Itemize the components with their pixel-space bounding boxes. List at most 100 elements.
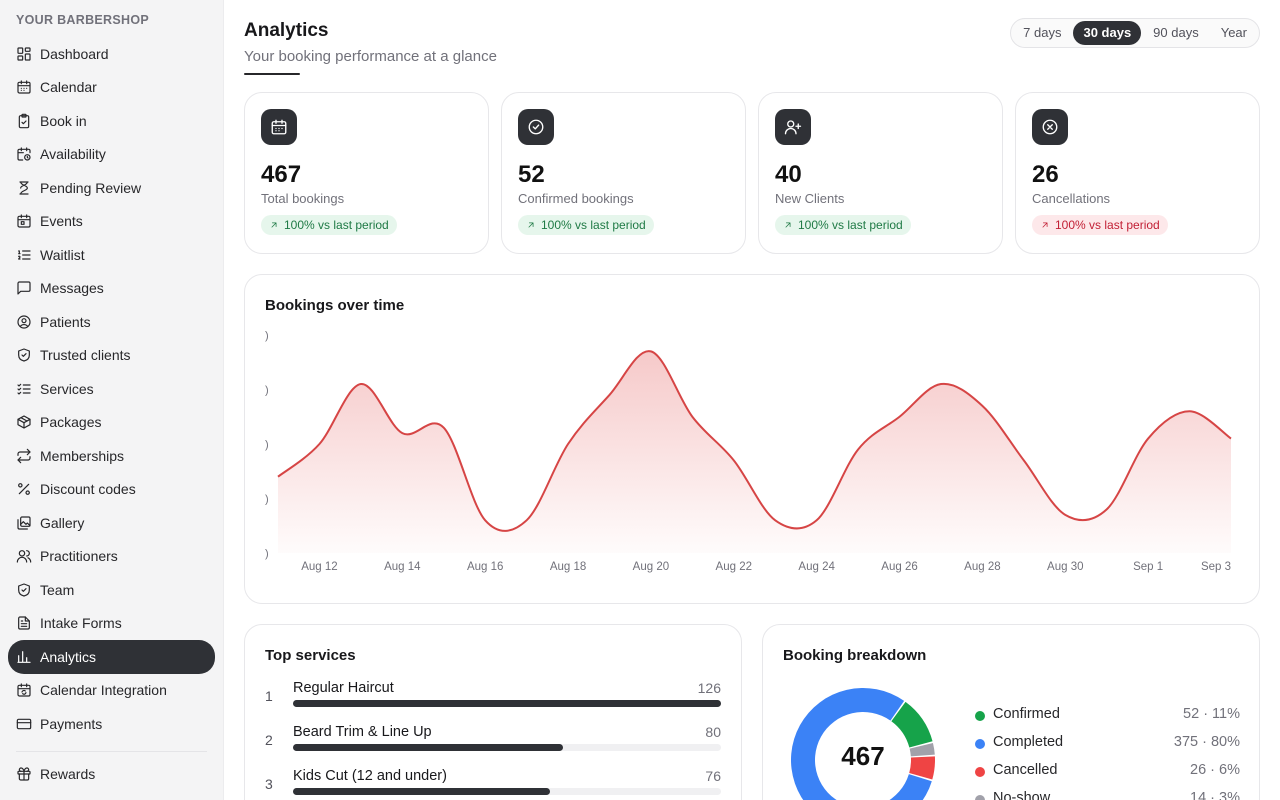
sidebar-item-label: Rewards: [40, 766, 96, 783]
sidebar-item-label: Analytics: [40, 648, 97, 665]
bar-chart-icon: [16, 649, 32, 665]
sidebar-item-book-in[interactable]: Book in: [8, 104, 215, 138]
legend-value: 52 · 11%: [1183, 706, 1240, 722]
sidebar-item-calendar-integration[interactable]: Calendar Integration: [8, 674, 215, 708]
chart-point[interactable]: [1228, 436, 1234, 442]
sidebar-item-discount-codes[interactable]: Discount codes: [8, 473, 215, 507]
trend-badge: 100% vs last period: [261, 215, 397, 235]
chart-point[interactable]: [316, 441, 322, 447]
chart-point[interactable]: [482, 517, 488, 523]
service-bar-track: [293, 788, 721, 795]
sidebar-item-patients[interactable]: Patients: [8, 305, 215, 339]
sidebar-item-team[interactable]: Team: [8, 573, 215, 607]
y-tick-label: ): [265, 494, 269, 506]
title-underline: [244, 73, 300, 75]
sidebar-item-label: Book in: [40, 112, 87, 129]
service-count: 126: [697, 680, 721, 696]
bookings-chart-panel: Bookings over time ))))) Aug 12 Aug 14 Aug …: [244, 274, 1260, 604]
chart-point[interactable]: [524, 517, 530, 523]
chart-point[interactable]: [648, 348, 654, 354]
sidebar-item-memberships[interactable]: Memberships: [8, 439, 215, 473]
sidebar-item-dashboard[interactable]: Dashboard: [8, 37, 215, 71]
sidebar-divider: [16, 750, 207, 752]
chart-point[interactable]: [1021, 457, 1027, 463]
y-tick-label: ): [265, 439, 269, 451]
sidebar-item-label: Calendar Integration: [40, 682, 167, 699]
sidebar-item-analytics[interactable]: Analytics: [8, 640, 215, 674]
chart-point[interactable]: [441, 425, 447, 431]
trend-badge: 100% vs last period: [518, 215, 654, 235]
sidebar-item-calendar[interactable]: Calendar: [8, 71, 215, 105]
shield-icon: [16, 582, 32, 598]
x-tick-label: Sep 3: [1201, 561, 1231, 573]
hourglass-icon: [16, 180, 32, 196]
chart-point[interactable]: [689, 414, 695, 420]
sidebar-item-availability[interactable]: Availability: [8, 138, 215, 172]
sidebar-item-practitioners[interactable]: Practitioners: [8, 540, 215, 574]
donut-slice-cancelled[interactable]: [909, 756, 935, 780]
chart-point[interactable]: [938, 381, 944, 387]
sidebar-item-label: Dashboard: [40, 45, 109, 62]
sidebar-item-intake-forms[interactable]: Intake Forms: [8, 607, 215, 641]
brand-name: YOUR BARBERSHOP: [16, 13, 149, 27]
calendar-event-icon: [16, 213, 32, 229]
donut-slice-completed[interactable]: [791, 688, 932, 800]
chart-point[interactable]: [979, 403, 985, 409]
booking-breakdown-panel: Booking breakdown 467 Confirmed 52 · 11% C…: [762, 624, 1260, 800]
sidebar-item-events[interactable]: Events: [8, 205, 215, 239]
sidebar-footer-nav: Rewards: [8, 758, 215, 792]
chart-point[interactable]: [606, 392, 612, 398]
chart-point[interactable]: [275, 474, 281, 480]
service-bar-fill: [293, 700, 721, 707]
sidebar-item-trusted-clients[interactable]: Trusted clients: [8, 339, 215, 373]
sidebar-item-waitlist[interactable]: Waitlist: [8, 238, 215, 272]
sidebar-nav: Dashboard Calendar Book in Availability Pend…: [8, 37, 215, 741]
chart-point[interactable]: [565, 441, 571, 447]
chart-point[interactable]: [1062, 512, 1068, 518]
sidebar-item-payments[interactable]: Payments: [8, 707, 215, 741]
sidebar-item-messages[interactable]: Messages: [8, 272, 215, 306]
service-row[interactable]: 2 Beard Trim & Line Up 80: [265, 724, 721, 764]
chart-point[interactable]: [1145, 436, 1151, 442]
chart-point[interactable]: [855, 446, 861, 452]
stat-label: Cancellations: [1032, 191, 1111, 206]
range-30-days-button[interactable]: 30 days: [1073, 21, 1142, 45]
sidebar-item-pending-review[interactable]: Pending Review: [8, 171, 215, 205]
sidebar-item-rewards[interactable]: Rewards: [8, 758, 215, 792]
legend-dot: [975, 767, 985, 777]
users-icon: [16, 548, 32, 564]
chart-point[interactable]: [399, 430, 405, 436]
chart-point[interactable]: [897, 414, 903, 420]
sidebar-item-gallery[interactable]: Gallery: [8, 506, 215, 540]
user-circle-icon: [16, 314, 32, 330]
range-7-days-button[interactable]: 7 days: [1023, 25, 1062, 40]
sidebar-item-label: Team: [40, 581, 75, 598]
range-90-days-button[interactable]: 90 days: [1153, 25, 1199, 40]
service-name: Kids Cut (12 and under): [293, 768, 447, 784]
stat-card-confirmed-bookings: 52 Confirmed bookings 100% vs last period: [501, 92, 746, 254]
x-tick-label: Aug 28: [964, 561, 1000, 573]
sidebar-item-services[interactable]: Services: [8, 372, 215, 406]
chart-point[interactable]: [358, 381, 364, 387]
chart-point[interactable]: [814, 517, 820, 523]
service-row[interactable]: 3 Kids Cut (12 and under) 76: [265, 768, 721, 800]
service-rank: 1: [265, 688, 273, 704]
service-row[interactable]: 1 Regular Haircut 126: [265, 680, 721, 720]
sidebar-item-label: Events: [40, 213, 83, 230]
donut-slice-no-show[interactable]: [909, 742, 935, 757]
sidebar-item-packages[interactable]: Packages: [8, 406, 215, 440]
range-year-button[interactable]: Year: [1220, 25, 1247, 40]
trend-text: 100% vs last period: [541, 218, 646, 232]
donut-slice-confirmed[interactable]: [891, 701, 933, 748]
chart-point[interactable]: [772, 517, 778, 523]
y-tick-label: ): [265, 330, 269, 342]
chart-point[interactable]: [1104, 506, 1110, 512]
x-tick-label: Aug 30: [1047, 561, 1083, 573]
main-content: Analytics Your booking performance at a …: [224, 0, 1280, 800]
chart-point[interactable]: [731, 457, 737, 463]
service-name: Regular Haircut: [293, 680, 394, 696]
chart-point[interactable]: [1187, 408, 1193, 414]
chart-area-fill: [278, 351, 1231, 553]
stat-value: 52: [518, 161, 545, 188]
list-ordered-icon: [16, 247, 32, 263]
